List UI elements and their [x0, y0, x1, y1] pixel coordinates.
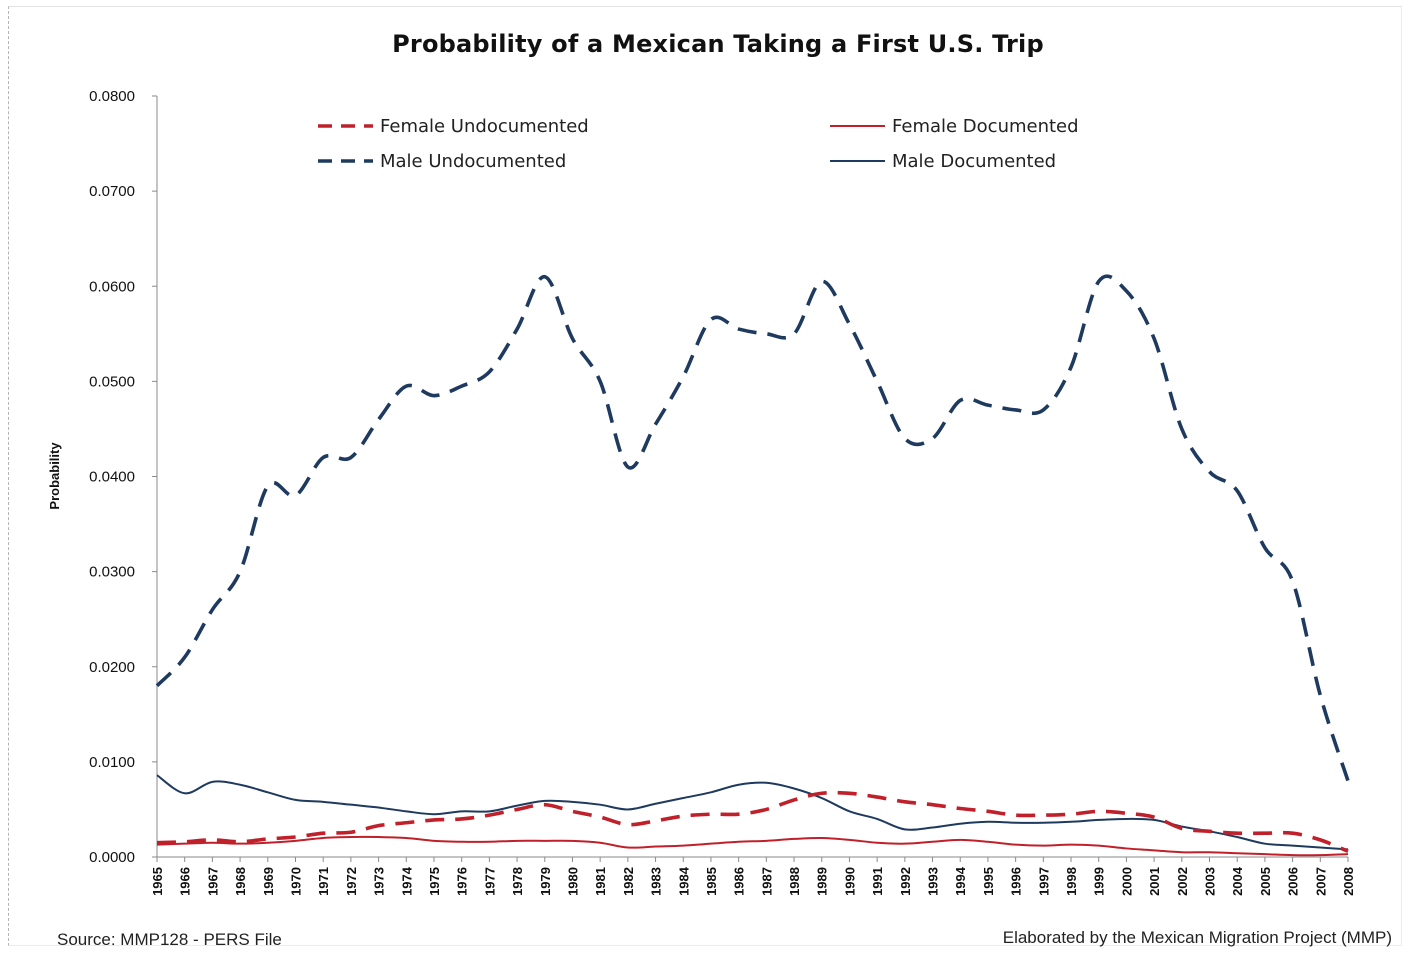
y-tick-label: 0.0200 [89, 659, 135, 676]
chart-frame [8, 6, 1402, 946]
x-tick-label: 1983 [649, 867, 664, 896]
x-tick-label: 1973 [372, 867, 387, 896]
x-tick-label: 1994 [953, 866, 968, 896]
x-tick-label: 1998 [1064, 867, 1079, 896]
series-layer [155, 274, 1350, 857]
series-line-male-undocumented [155, 274, 1350, 782]
x-tick-label: 1972 [344, 867, 359, 896]
y-axis-ticks: 0.0000 0.0100 0.0200 0.0300 0.0400 0.0500 0.06… [89, 88, 157, 866]
x-tick-label: 1979 [538, 867, 553, 896]
x-tick-label: 1982 [621, 867, 636, 896]
x-tick-label: 1997 [1036, 867, 1051, 896]
x-tick-label: 1976 [455, 867, 470, 896]
x-tick-label: 1984 [676, 866, 691, 896]
chart-axes [156, 96, 1348, 858]
series-line-female-documented [156, 835, 1349, 857]
x-tick-label: 1978 [510, 867, 525, 896]
chart-title: Probability of a Mexican Taking a First … [392, 30, 1044, 58]
x-tick-label: 2006 [1286, 867, 1301, 896]
y-tick-label: 0.0400 [89, 469, 135, 486]
x-tick-label: 1967 [205, 867, 220, 896]
chart-legend: Female Undocumented Female Documented Male… [318, 116, 1079, 172]
x-tick-label: 2000 [1119, 867, 1134, 896]
y-tick-label: 0.0600 [89, 278, 135, 295]
legend-label-male-documented: Male Documented [892, 151, 1056, 172]
credit-note: Elaborated by the Mexican Migration Proj… [1002, 928, 1392, 947]
x-tick-label: 1986 [732, 867, 747, 896]
x-tick-label: 2004 [1230, 866, 1245, 896]
x-tick-label: 1991 [870, 867, 885, 896]
x-tick-label: 1981 [593, 867, 608, 896]
x-tick-label: 2007 [1313, 867, 1328, 896]
source-note: Source: MMP128 - PERS File [57, 930, 282, 949]
x-tick-label: 1966 [178, 867, 193, 896]
legend-label-female-documented: Female Documented [892, 116, 1079, 137]
x-tick-label: 1989 [815, 867, 830, 896]
x-tick-label: 1996 [1009, 867, 1024, 896]
x-tick-label: 1987 [759, 867, 774, 896]
x-tick-label: 1993 [926, 867, 941, 896]
x-tick-label: 1990 [842, 867, 857, 896]
x-tick-label: 2001 [1147, 867, 1162, 896]
series-line-male-documented [156, 774, 1349, 851]
x-tick-label: 1969 [261, 867, 276, 896]
legend-label-female-undocumented: Female Undocumented [380, 116, 589, 137]
y-tick-label: 0.0700 [89, 183, 135, 200]
x-tick-label: 1970 [288, 867, 303, 896]
x-tick-label: 1975 [427, 867, 442, 896]
x-tick-label: 1992 [898, 867, 913, 896]
x-tick-label: 1965 [150, 867, 165, 896]
x-tick-label: 1974 [399, 866, 414, 896]
x-tick-label: 1977 [482, 867, 497, 896]
x-tick-label: 2003 [1203, 867, 1218, 896]
y-tick-label: 0.0500 [89, 373, 135, 390]
x-tick-label: 2005 [1258, 867, 1273, 896]
y-axis-title: Probability [47, 442, 62, 510]
x-tick-label: 2008 [1341, 867, 1356, 896]
x-tick-label: 2002 [1175, 867, 1190, 896]
series-line-female-undocumented [156, 790, 1349, 853]
x-tick-label: 1968 [233, 867, 248, 896]
x-tick-label: 1980 [565, 867, 580, 896]
y-tick-label: 0.0100 [89, 754, 135, 771]
x-tick-label: 1988 [787, 867, 802, 896]
x-tick-label: 1985 [704, 867, 719, 896]
x-tick-label: 1995 [981, 867, 996, 896]
y-tick-label: 0.0800 [89, 88, 135, 105]
x-tick-label: 1971 [316, 867, 331, 896]
y-tick-label: 0.0300 [89, 564, 135, 581]
y-tick-label: 0.0000 [89, 849, 135, 866]
legend-label-male-undocumented: Male Undocumented [380, 151, 566, 172]
x-axis-ticks: 1965 1966 1967 1968 1969 1970 1971 1972 1973 1974… [150, 857, 1356, 896]
x-tick-label: 1999 [1092, 867, 1107, 896]
